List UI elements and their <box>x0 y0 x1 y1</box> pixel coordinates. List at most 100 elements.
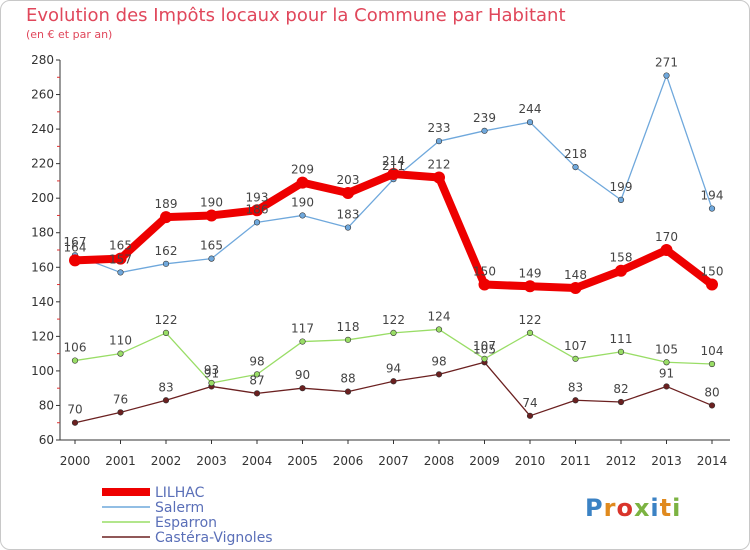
data-label: 203 <box>337 173 360 187</box>
data-point <box>663 383 670 390</box>
data-label: 105 <box>473 342 496 356</box>
data-label: 190 <box>200 195 223 209</box>
data-point <box>706 278 718 291</box>
x-tick-label: 2005 <box>287 454 318 468</box>
data-label: 190 <box>291 195 314 209</box>
data-label: 124 <box>428 309 451 323</box>
y-tick-label: 100 <box>31 364 54 378</box>
logo-letter: i <box>672 494 682 522</box>
y-tick-label: 280 <box>31 53 54 67</box>
x-tick-label: 2010 <box>515 454 546 468</box>
data-label: 239 <box>473 111 496 125</box>
data-label: 148 <box>564 268 587 282</box>
data-point <box>526 329 534 337</box>
x-tick-label: 2011 <box>560 454 591 468</box>
data-point <box>617 348 625 356</box>
x-tick-label: 2014 <box>697 454 728 468</box>
x-tick-label: 2008 <box>424 454 455 468</box>
chart-title: Evolution des Impôts locaux pour la Comm… <box>26 5 566 26</box>
data-point <box>572 397 579 404</box>
data-point <box>251 204 263 217</box>
logo-letter: x <box>633 494 651 522</box>
chart-subtitle: (en € et par an) <box>26 28 113 41</box>
data-point <box>524 280 536 293</box>
data-label: 107 <box>473 339 496 353</box>
x-tick-label: 2006 <box>333 454 364 468</box>
data-point <box>71 357 79 364</box>
data-label: 167 <box>64 235 87 249</box>
data-point <box>526 119 534 126</box>
data-point <box>162 397 170 404</box>
data-point <box>205 209 218 222</box>
data-label: 244 <box>519 102 542 116</box>
data-label: 214 <box>382 154 405 168</box>
x-tick-label: 2004 <box>242 454 273 468</box>
data-label: 150 <box>701 265 724 279</box>
x-tick-label: 2003 <box>196 454 227 468</box>
legend-label: LILHAC <box>155 485 205 501</box>
data-label: 122 <box>382 313 405 327</box>
data-point <box>708 402 716 409</box>
data-label: 80 <box>704 385 719 399</box>
data-point <box>344 336 352 343</box>
data-label: 150 <box>473 265 496 279</box>
x-tick-label: 2000 <box>60 454 91 468</box>
data-point <box>117 409 124 416</box>
data-point <box>71 419 79 426</box>
data-point <box>117 269 124 276</box>
data-point <box>478 278 491 291</box>
data-label: 212 <box>428 157 451 171</box>
data-point <box>208 255 215 262</box>
data-point <box>253 219 261 226</box>
y-tick-label: 160 <box>31 260 54 274</box>
data-point <box>435 371 443 378</box>
data-label: 211 <box>382 159 405 173</box>
legend-label: Salerm <box>155 500 204 516</box>
proxiti-logo: Proxiti <box>585 494 681 522</box>
data-label: 158 <box>610 251 633 265</box>
data-label: 164 <box>64 240 87 254</box>
data-label: 218 <box>564 147 587 161</box>
y-tick-label: 180 <box>31 226 54 240</box>
y-tick-label: 140 <box>31 295 54 309</box>
data-point <box>572 163 579 171</box>
data-point <box>342 187 354 199</box>
data-label: 98 <box>249 354 264 368</box>
logo-letter: P <box>585 494 604 522</box>
data-point <box>299 385 306 392</box>
data-label: 91 <box>204 366 219 380</box>
y-tick-label: 200 <box>31 191 54 205</box>
data-point <box>526 412 534 419</box>
data-label: 149 <box>519 266 542 280</box>
data-label: 106 <box>64 341 87 355</box>
data-point <box>617 196 625 204</box>
data-point <box>296 176 309 189</box>
data-label: 91 <box>659 366 674 380</box>
data-label: 117 <box>291 322 314 336</box>
data-label: 76 <box>113 392 128 406</box>
data-label: 87 <box>249 373 264 387</box>
y-tick-label: 260 <box>31 88 54 102</box>
data-point <box>435 326 443 333</box>
data-point <box>663 359 670 366</box>
data-point <box>253 371 261 378</box>
data-point <box>572 355 579 362</box>
data-label: 83 <box>568 380 583 394</box>
data-point <box>708 205 716 212</box>
data-label: 105 <box>655 342 678 356</box>
y-tick-label: 240 <box>31 122 54 136</box>
y-tick-label: 120 <box>31 329 54 343</box>
data-point <box>433 171 445 184</box>
x-tick-label: 2009 <box>469 454 500 468</box>
data-label: 122 <box>519 313 542 327</box>
data-point <box>299 338 306 345</box>
data-point <box>708 360 716 368</box>
data-point <box>569 282 582 294</box>
legend-label: Castéra-Vignoles <box>155 530 273 546</box>
data-label: 88 <box>340 372 355 386</box>
legend-label: Esparron <box>155 515 217 531</box>
data-point <box>160 211 172 224</box>
data-label: 107 <box>564 339 587 353</box>
data-label: 165 <box>109 239 132 253</box>
x-tick-label: 2012 <box>606 454 637 468</box>
